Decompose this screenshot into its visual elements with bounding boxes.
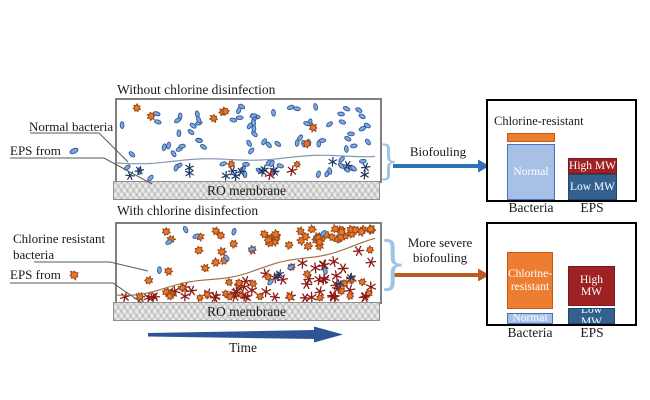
chlorine-resistant-bacteria-label: Chlorine resistant bacteria: [13, 231, 105, 262]
panel-top-box: [115, 98, 382, 183]
more-severe-label-line1: More severe: [407, 235, 473, 250]
chart-with-box: Normal Chlorine-resistant Low MW High MW: [486, 222, 637, 326]
panel-top-title: Without chlorine disinfection: [117, 82, 276, 97]
chlorine-resistant-label-line2: bacteria: [13, 246, 55, 262]
panel-top-membrane: RO membrane: [113, 181, 380, 200]
membrane-label: RO membrane: [206, 303, 287, 319]
axis-label-bacteria-bottom: Bacteria: [507, 325, 553, 340]
panel-bottom-title: With chlorine disinfection: [117, 203, 259, 218]
panel-bottom-box: [115, 222, 382, 304]
bar-high-mw: High MW: [568, 266, 615, 306]
chlorine-resistant-bacterium-icon: [69, 270, 79, 281]
eps-from-resistant-text: EPS from: [10, 267, 61, 282]
more-severe-label-line2: biofouling: [412, 249, 468, 265]
chart-without-bars: Normal Low MW High MW: [488, 101, 635, 200]
chlorine-resistant-outside-label: Chlorine-resistant: [494, 114, 584, 128]
bar-chlorine-resistant: Chlorine-resistant: [507, 252, 553, 309]
bar-high-mw: High MW: [568, 158, 617, 174]
bar-normal: Normal: [507, 313, 553, 324]
membrane-label: RO membrane: [206, 182, 287, 198]
top-biofilm-brace: }: [378, 138, 399, 184]
eps-from-resistant-label: EPS from: [10, 267, 82, 283]
panel-bottom-scatter: [117, 224, 376, 302]
bar-chlorine-resistant: [507, 133, 555, 142]
bar-low-mw: Low MW: [568, 174, 617, 200]
eps-from-normal-text: EPS from: [10, 143, 61, 158]
chart-with-bars: Normal Chlorine-resistant Low MW High MW: [488, 224, 635, 324]
normal-bacterium-icon: [69, 147, 79, 155]
panel-bottom-membrane: RO membrane: [113, 302, 380, 321]
time-label: Time: [228, 340, 257, 355]
bar-low-mw: Low MW: [568, 308, 615, 324]
panel-top-scatter: [117, 103, 376, 181]
bottom-biofilm-brace: }: [378, 231, 408, 296]
axis-label-eps-bottom: EPS: [580, 325, 604, 340]
normal-bacteria-label: Normal bacteria: [29, 119, 114, 134]
axis-label-eps-top: EPS: [580, 200, 604, 215]
more-severe-biofouling-label: More severe biofouling: [394, 235, 486, 265]
chart-without-box: Chlorine-resistant Normal Low MW High MW: [486, 99, 637, 202]
axis-label-bacteria-top: Bacteria: [508, 200, 554, 215]
chlorine-resistant-label-line1: Chlorine resistant: [13, 231, 106, 246]
bar-normal: Normal: [507, 144, 555, 200]
eps-from-normal-label: EPS from: [10, 143, 82, 159]
biofouling-label: Biofouling: [409, 144, 467, 159]
